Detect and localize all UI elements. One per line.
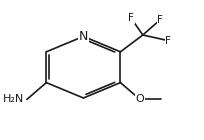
- Text: F: F: [165, 36, 171, 46]
- Text: F: F: [128, 13, 134, 23]
- Text: H₂N: H₂N: [3, 94, 24, 104]
- Text: O: O: [135, 94, 144, 104]
- Text: N: N: [79, 30, 88, 43]
- Text: F: F: [157, 15, 163, 25]
